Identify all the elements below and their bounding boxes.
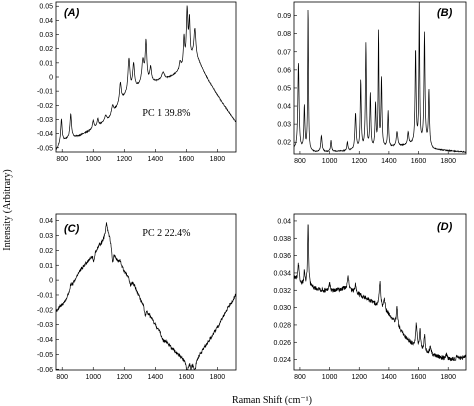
y-tick-label: 0.05 (277, 85, 291, 92)
y-tick-label: 0.034 (273, 270, 291, 277)
y-tick-label: 0.030 (273, 305, 291, 312)
plot-frame (55, 1, 237, 153)
y-tick-label: 0.024 (273, 357, 291, 364)
x-tick-label: 1000 (85, 156, 101, 163)
x-tick-label: 800 (294, 158, 306, 165)
y-tick-label: 0.07 (277, 49, 291, 56)
x-tick-label: 1000 (322, 374, 338, 381)
y-tick-label: 0.04 (277, 218, 291, 225)
y-tick-label: -0.03 (37, 322, 53, 329)
variance-annotation: PC 1 39.8% (142, 108, 190, 119)
y-tick-label: -0.01 (37, 89, 53, 96)
y-tick-label: 0.02 (277, 140, 291, 147)
x-tick-label: 1400 (381, 158, 397, 165)
y-tick-label: 0.038 (273, 236, 291, 243)
y-tick-label: -0.01 (37, 292, 53, 299)
panel-label: (C) (64, 223, 80, 235)
y-tick-label: 0.04 (277, 104, 291, 111)
plot-frame (293, 1, 467, 155)
x-tick-label: 1600 (179, 156, 195, 163)
y-tick-label: 0 (49, 278, 53, 285)
x-tick-label: 800 (56, 374, 68, 381)
spectrum-line (294, 224, 466, 362)
variance-annotation: PC 2 22.4% (142, 228, 190, 239)
x-tick-label: 1200 (116, 156, 132, 163)
y-tick-label: 0.02 (39, 248, 53, 255)
y-tick-label: -0.02 (37, 307, 53, 314)
y-tick-label: -0.03 (37, 117, 53, 124)
x-tick-label: 1800 (440, 374, 456, 381)
y-tick-label: 0.036 (273, 253, 291, 260)
y-tick-label: 0.09 (277, 13, 291, 20)
x-axis-label: Raman Shift (cm⁻¹) (232, 395, 312, 406)
y-tick-label: 0.03 (39, 32, 53, 39)
x-tick-label: 1800 (440, 158, 456, 165)
x-tick-label: 800 (294, 374, 306, 381)
y-tick-label: 0.01 (39, 60, 53, 67)
panel-b: 800 1000 1200 1400 1600 1800 0.09 0.08 0.07 0.06 0… (277, 1, 467, 165)
y-tick-label: 0.05 (39, 4, 53, 11)
spectrum-line (56, 5, 236, 151)
y-tick-label: 0.026 (273, 340, 291, 347)
y-tick-label: 0.06 (277, 67, 291, 74)
y-tick-label: -0.05 (37, 145, 53, 152)
panel-label: (B) (437, 7, 453, 19)
x-tick-label: 1400 (381, 374, 397, 381)
y-tick-label: 0.01 (39, 263, 53, 270)
panel-a: 800 1000 1200 1400 1600 1800 0.05 0.04 0.03 0.02 0… (37, 1, 237, 163)
x-tick-label: 1200 (116, 374, 132, 381)
panel-label: (A) (64, 7, 80, 19)
y-axis-label: Intensity (Arbitrary) (2, 169, 13, 250)
y-tick-label: 0.03 (39, 233, 53, 240)
y-tick-label: -0.02 (37, 103, 53, 110)
panel-label: (D) (437, 221, 453, 233)
y-tick-label: 0.08 (277, 31, 291, 38)
x-tick-label: 1200 (351, 374, 367, 381)
x-tick-label: 1800 (210, 374, 226, 381)
plot-frame (293, 213, 467, 371)
x-tick-label: 1400 (148, 374, 164, 381)
x-tick-label: 1600 (411, 158, 427, 165)
y-tick-label: 0.028 (273, 322, 291, 329)
x-tick-label: 1000 (85, 374, 101, 381)
panel-c: 800 1000 1200 1400 1600 1800 0.04 0.03 0.02 0.01 0… (37, 213, 237, 381)
plot-frame (55, 213, 237, 371)
x-tick-label: 800 (56, 156, 68, 163)
y-tick-label: -0.04 (37, 131, 53, 138)
panel-d: 800 1000 1200 1400 1600 1800 0.04 0.038 0.036 0.0… (273, 213, 467, 381)
spectrum-line (294, 2, 466, 153)
x-tick-label: 1200 (351, 158, 367, 165)
x-tick-label: 1400 (148, 156, 164, 163)
y-tick-label: 0.04 (39, 218, 53, 225)
y-tick-label: 0.03 (277, 122, 291, 129)
y-tick-label: -0.06 (37, 367, 53, 374)
spectrum-line (56, 222, 236, 370)
x-tick-label: 1800 (210, 156, 226, 163)
y-tick-label: 0.032 (273, 288, 291, 295)
y-tick-label: 0 (49, 75, 53, 82)
x-tick-label: 1600 (411, 374, 427, 381)
y-tick-label: 0.04 (39, 18, 53, 25)
y-tick-label: -0.05 (37, 352, 53, 359)
y-tick-label: -0.04 (37, 337, 53, 344)
x-tick-label: 1600 (179, 374, 195, 381)
x-tick-label: 1000 (322, 158, 338, 165)
y-tick-label: 0.02 (39, 46, 53, 53)
